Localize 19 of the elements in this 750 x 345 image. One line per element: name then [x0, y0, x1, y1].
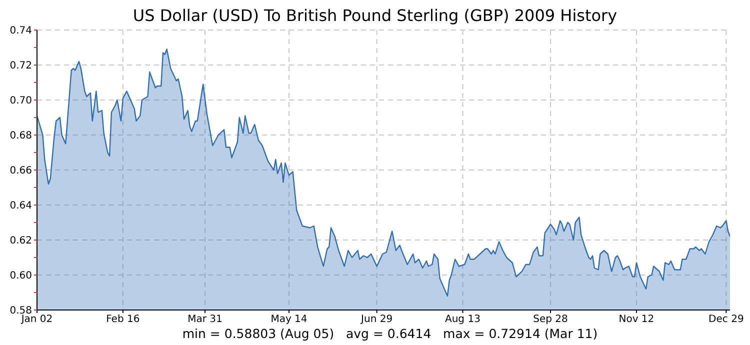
y-tick-label: 0.62	[10, 236, 32, 247]
x-tick-label: Jan 02	[20, 314, 53, 326]
x-tick-label: Mar 31	[188, 314, 222, 326]
y-tick-label: 0.72	[10, 60, 32, 72]
x-tick-label: Feb 16	[106, 314, 140, 326]
x-tick-label: Aug 13	[445, 314, 480, 326]
text: min = 0.58803 (Aug 05) avg = 0.6414 max = 0.72914 (Mar 11)	[181, 326, 599, 341]
x-tick-label: Dec 29	[708, 314, 744, 326]
y-tick-label: 0.70	[10, 96, 32, 107]
x-tick-label: May 14	[270, 314, 308, 326]
y-tick-label: 0.68	[10, 130, 32, 142]
x-tick-label: Sep 28	[533, 314, 568, 326]
x-tick-label: Jun 29	[360, 314, 393, 326]
y-tick-label: 0.66	[10, 166, 32, 177]
chart-title: US Dollar (USD) To British Pound Sterling (GBP) 2009 History	[132, 6, 618, 25]
y-tick-label: 0.60	[10, 270, 32, 282]
x-tick-label: Nov 12	[618, 314, 654, 326]
y-tick-label: 0.74	[10, 26, 32, 37]
y-tick-label: 0.64	[10, 200, 32, 212]
